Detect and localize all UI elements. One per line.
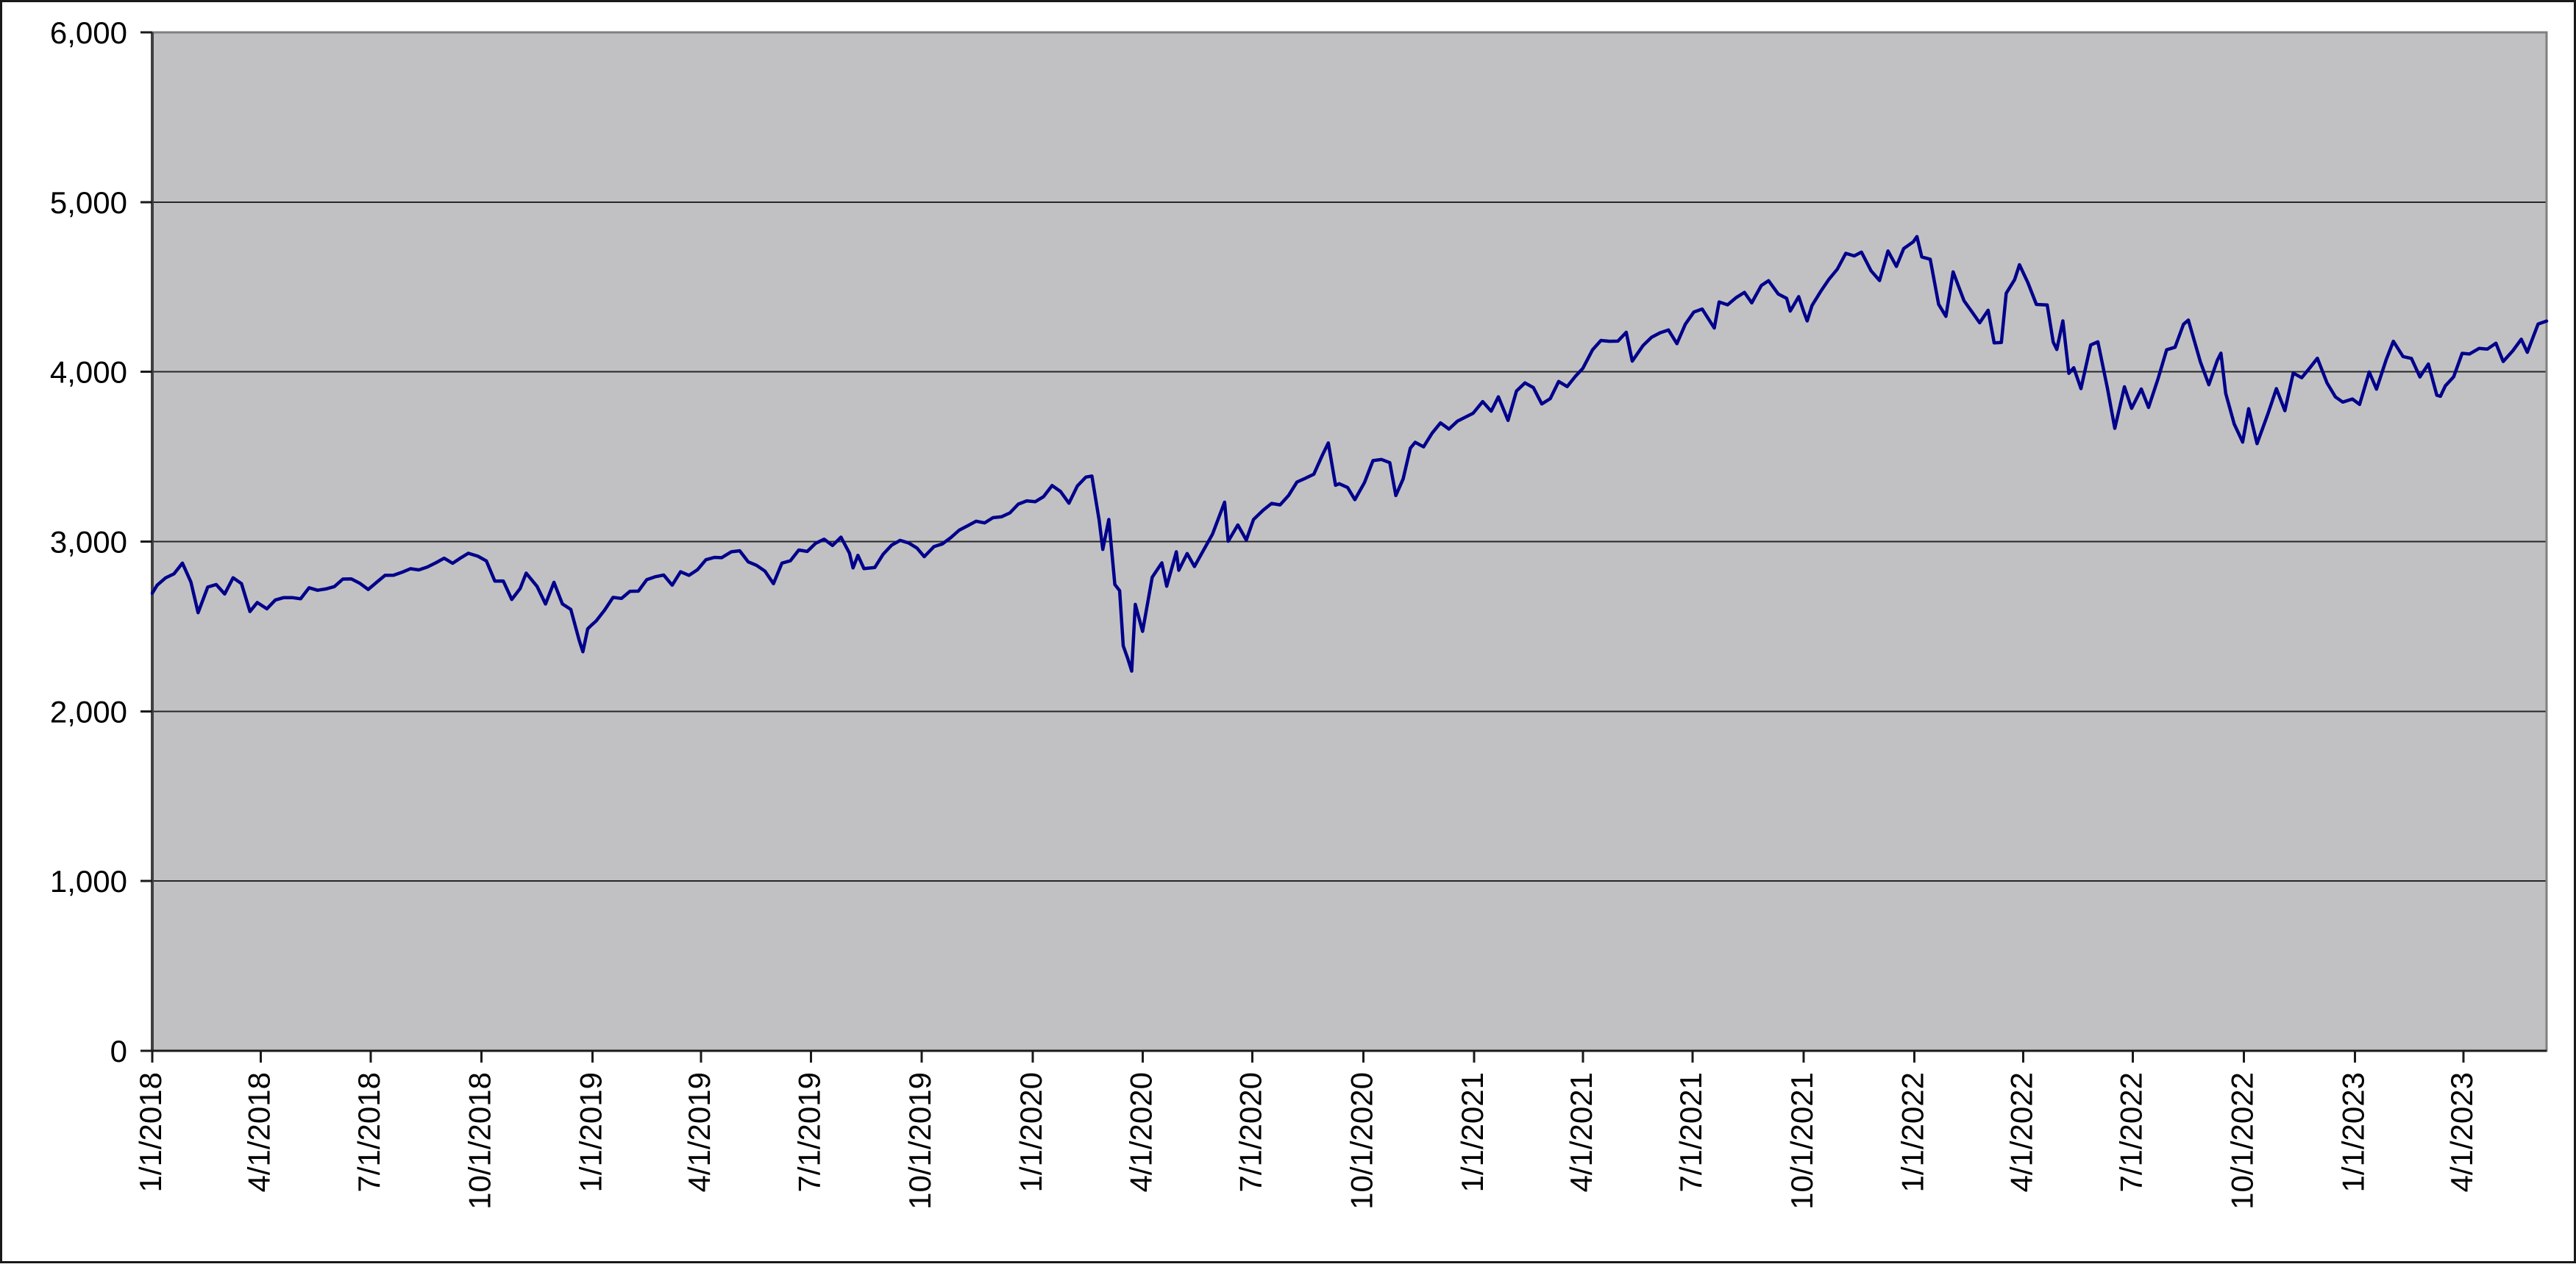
x-axis-tick-label: 4/1/2019 xyxy=(682,1072,716,1193)
y-axis-tick-label: 4,000 xyxy=(50,355,127,390)
x-axis-tick-label: 4/1/2020 xyxy=(1123,1072,1158,1193)
x-axis-tick-label: 7/1/2022 xyxy=(2114,1072,2149,1193)
x-axis-tick-label: 7/1/2018 xyxy=(352,1072,386,1193)
x-axis-tick-label: 10/1/2020 xyxy=(1344,1072,1378,1210)
y-axis-tick-label: 3,000 xyxy=(50,525,127,560)
y-axis-tick-label: 1,000 xyxy=(50,864,127,899)
x-axis-tick-label: 1/1/2018 xyxy=(133,1072,168,1193)
x-axis-tick-label: 10/1/2019 xyxy=(903,1072,937,1210)
x-axis-tick-label: 1/1/2021 xyxy=(1455,1072,1490,1193)
x-axis-tick-label: 1/1/2022 xyxy=(1896,1072,1930,1193)
x-axis-tick-label: 7/1/2019 xyxy=(791,1072,826,1193)
x-axis-tick-label: 7/1/2020 xyxy=(1233,1072,1267,1193)
x-axis-tick-label: 10/1/2022 xyxy=(2224,1072,2259,1210)
x-axis-tick-label: 1/1/2019 xyxy=(574,1072,608,1193)
x-axis-tick-label: 1/1/2023 xyxy=(2335,1072,2370,1193)
y-axis-tick-label: 2,000 xyxy=(50,694,127,729)
x-axis-tick-label: 4/1/2018 xyxy=(242,1072,277,1193)
x-axis-tick-label: 4/1/2022 xyxy=(2004,1072,2038,1193)
x-axis-tick-label: 1/1/2020 xyxy=(1014,1072,1048,1193)
x-axis-tick-label: 4/1/2023 xyxy=(2444,1072,2479,1193)
x-axis-tick-label: 4/1/2021 xyxy=(1564,1072,1598,1193)
y-axis-tick-label: 0 xyxy=(110,1034,127,1068)
y-axis-tick-label: 5,000 xyxy=(50,185,127,220)
x-axis-tick-label: 10/1/2018 xyxy=(463,1072,497,1210)
price-line xyxy=(150,235,2549,673)
y-axis-tick-label: 6,000 xyxy=(50,15,127,50)
x-axis-tick-label: 7/1/2021 xyxy=(1673,1072,1708,1193)
x-axis-tick-label: 10/1/2021 xyxy=(1785,1072,1819,1210)
